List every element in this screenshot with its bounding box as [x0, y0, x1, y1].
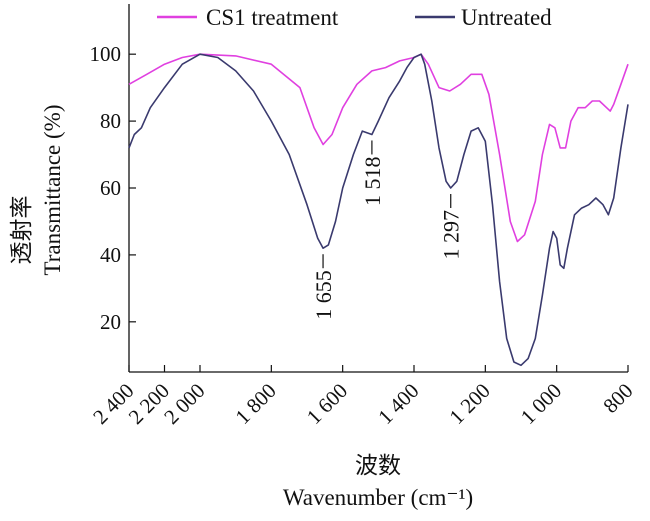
series-line-cs1-treatment	[128, 53, 629, 243]
y-tick-label: 60	[100, 176, 121, 200]
peak-annotation: 1 297	[439, 194, 464, 260]
x-tick-label: 1 200	[444, 379, 494, 429]
peak-annotation: 1 518	[360, 140, 385, 206]
y-tick-label: 80	[100, 109, 121, 133]
x-tick-label: 800	[598, 379, 637, 418]
y-tick-label: 100	[90, 42, 122, 66]
legend: CS1 treatment Untreated	[157, 5, 552, 30]
series-line-untreated	[128, 53, 629, 367]
legend-label-untreated: Untreated	[461, 5, 552, 30]
peak-label: 1 297	[439, 210, 464, 260]
x-axis-title: Wavenumber (cm⁻¹)	[283, 485, 473, 510]
x-tick-label: 1 000	[516, 379, 566, 429]
x-tick-label: 2 000	[159, 379, 209, 429]
y-tick-label: 20	[100, 310, 121, 334]
annotations: 1 655 1 518 1 297	[311, 140, 464, 320]
y-ticks: 20 40 60 80 100	[90, 42, 136, 334]
peak-annotation: 1 655	[311, 254, 336, 320]
legend-label-cs1: CS1 treatment	[206, 5, 339, 30]
x-axis-title-cn: 波数	[355, 453, 401, 479]
x-tick-label: 1 400	[373, 379, 423, 429]
y-axis-title-cn: 透射率	[9, 196, 35, 265]
series-group	[128, 53, 629, 367]
peak-label: 1 518	[360, 156, 385, 206]
y-tick-label: 40	[100, 243, 121, 267]
x-tick-label: 1 800	[230, 379, 280, 429]
peak-label: 1 655	[311, 270, 336, 320]
x-tick-label: 1 600	[302, 379, 352, 429]
y-axis-title: Transmittance (%)	[40, 105, 65, 276]
